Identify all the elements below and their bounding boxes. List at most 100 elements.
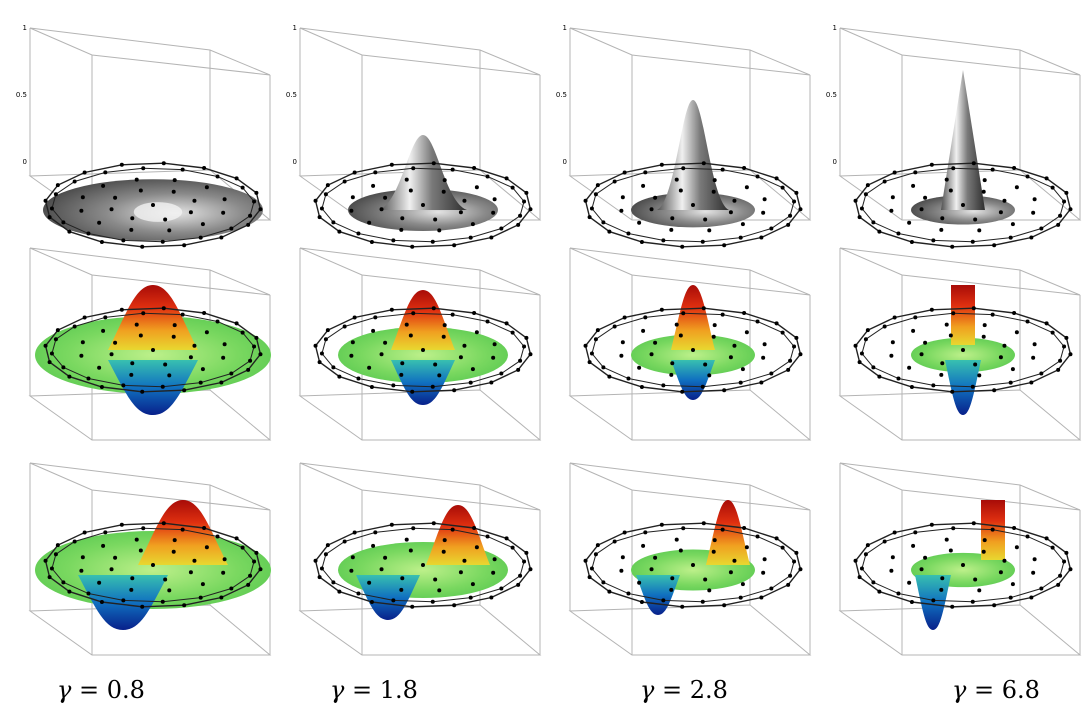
control-point [252,199,257,204]
control-point [204,330,209,335]
control-point [722,243,727,248]
box-bottom-face [838,604,1082,656]
control-point [1014,185,1019,190]
control-point [1010,367,1015,372]
control-point [379,352,384,357]
control-point [637,220,642,225]
control-point [437,373,442,378]
control-point [200,222,205,227]
control-point [892,315,897,320]
control-point [404,322,409,327]
box-top-face [839,462,1081,511]
control-point [587,360,592,365]
control-point [450,312,455,317]
control-point [798,207,803,212]
control-point [441,549,446,554]
control-point [80,340,85,345]
control-point [67,589,72,594]
control-point [853,343,858,348]
control-point [970,599,975,604]
panel-row2-col4 [838,247,1082,441]
control-point [319,351,324,356]
control-point [680,604,685,609]
control-point [367,220,372,225]
control-point [607,374,612,379]
control-point [595,543,600,548]
control-point [1058,358,1063,363]
control-point [1064,335,1069,340]
control-point [522,559,527,564]
control-point [337,374,342,379]
control-point [1031,570,1036,575]
control-point [1012,310,1017,315]
control-point [977,228,982,233]
panel-row2-col3 [568,247,812,441]
control-point [973,217,978,222]
control-point [794,335,799,340]
control-point [871,220,876,225]
control-point [325,543,330,548]
rainbow-surface-trough [671,360,715,400]
control-point [907,365,912,370]
z-tick-label: 0.5 [286,91,297,99]
control-point [982,178,987,183]
control-point [701,161,706,166]
control-point [593,337,598,342]
control-point [109,352,114,357]
control-point [172,178,177,183]
control-point [1025,534,1030,539]
control-point [911,183,916,188]
control-point [643,530,648,535]
control-point [774,536,779,541]
control-point [442,538,447,543]
control-point [865,183,870,188]
control-point [202,165,207,170]
control-point [383,195,388,200]
control-point [399,227,404,232]
control-point [350,555,355,560]
control-point [626,231,631,236]
control-point [317,575,322,580]
control-point [678,188,683,193]
control-point [528,207,533,212]
control-point [661,383,666,388]
rainbow-surface-trough [78,575,168,630]
box-top-face [569,462,811,511]
control-point [470,222,475,227]
control-point [583,198,588,203]
control-point [474,185,479,190]
rainbow-surface-trough [391,360,455,405]
control-point [113,195,118,200]
control-point [234,321,239,326]
control-point [612,324,617,329]
z-tick-label: 0 [23,158,27,166]
rainbow-surface-peak [671,285,715,350]
control-point [313,558,318,563]
rainbow-surface-peak [426,505,490,565]
control-point [788,213,793,218]
control-point [222,342,227,347]
control-point [700,239,705,244]
control-point [700,384,705,389]
control-point [794,190,799,195]
control-point [990,312,995,317]
panel-row3-col1 [28,462,272,656]
rainbow-surface-disk [631,334,755,376]
control-point [1014,330,1019,335]
control-point [680,389,685,394]
control-point [890,340,895,345]
control-point [923,195,928,200]
control-point [97,220,102,225]
control-point [670,216,675,221]
control-point [755,174,760,179]
control-point [990,167,995,172]
control-point [971,521,976,526]
control-point [661,598,666,603]
control-point [1029,380,1034,385]
panel-row3-col2 [298,462,542,656]
control-point [356,376,361,381]
control-point [472,165,477,170]
control-point [240,185,245,190]
control-point [792,559,797,564]
control-point [896,591,901,596]
